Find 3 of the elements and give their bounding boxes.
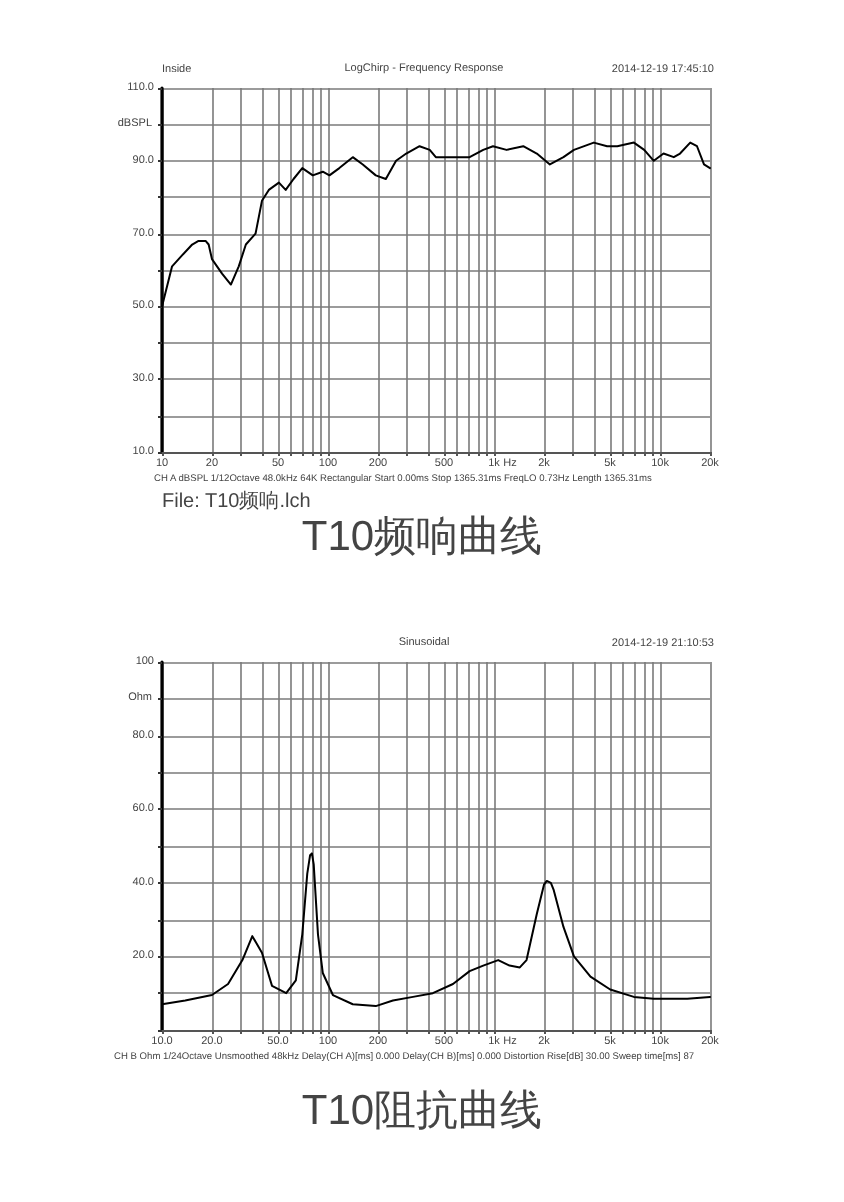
text: T10频响曲线 <box>301 514 543 560</box>
text: File: T10频响.lch <box>162 489 311 513</box>
text: T10阻抗曲线 <box>301 1088 543 1134</box>
